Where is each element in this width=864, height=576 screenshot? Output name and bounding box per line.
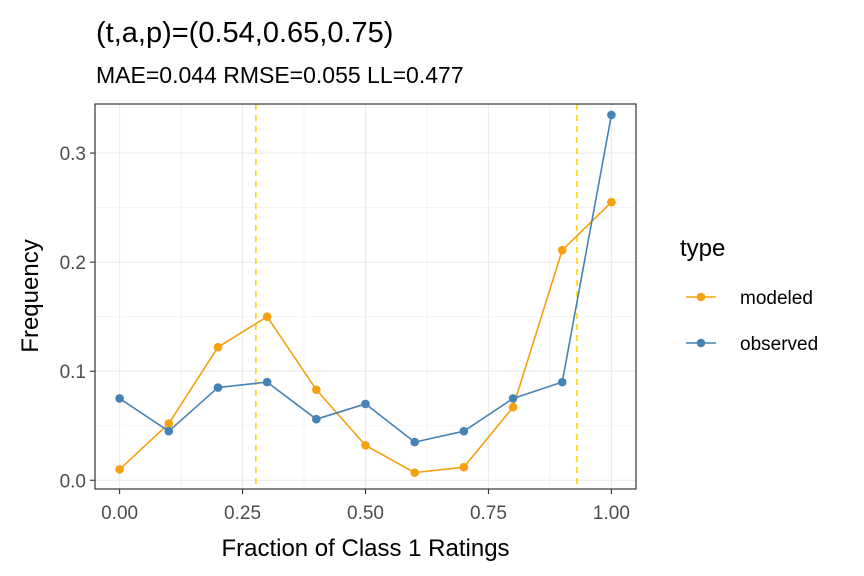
y-axis: 0.0 0.1 0.2 0.3 [60, 144, 95, 492]
data-point-modeled [557, 245, 567, 255]
x-tick-label: 0.50 [347, 503, 384, 524]
grid-major [95, 104, 636, 489]
data-point-observed [607, 110, 616, 120]
data-point-modeled [164, 419, 174, 428]
data-point-observed [213, 383, 223, 392]
series-points [115, 110, 616, 477]
legend-title: type [680, 235, 725, 262]
legend-label: modeled [740, 288, 813, 309]
chart-subtitle: MAE=0.044 RMSE=0.055 LL=0.477 [96, 62, 464, 88]
data-point-observed [557, 377, 567, 387]
y-axis-title: Frequency [17, 239, 44, 352]
data-point-observed [115, 394, 124, 403]
data-point-observed [459, 426, 469, 436]
data-point-modeled [607, 197, 616, 207]
data-point-modeled [115, 465, 124, 474]
y-tick-label: 0.0 [60, 471, 86, 492]
y-tick-label: 0.1 [60, 362, 86, 383]
data-point-modeled [312, 385, 321, 395]
chart-title: (t,a,p)=(0.54,0.65,0.75) [96, 17, 393, 49]
data-point-modeled [508, 402, 518, 412]
data-point-observed [262, 377, 272, 387]
data-point-observed [361, 399, 370, 409]
legend-item-observed: observed [686, 334, 818, 355]
data-point-modeled [459, 462, 469, 472]
reference-lines [255, 104, 578, 489]
legend-label: observed [740, 334, 818, 355]
y-tick-label: 0.2 [60, 253, 86, 274]
data-point-modeled [262, 312, 272, 321]
legend-item-modeled: modeled [686, 288, 813, 309]
data-point-observed [508, 394, 518, 403]
data-point-observed [410, 437, 419, 447]
data-point-modeled [410, 468, 419, 477]
legend-items: modeled observed [686, 288, 818, 355]
legend-key-point [696, 338, 706, 348]
data-point-observed [312, 414, 321, 424]
x-tick-label: 0.25 [224, 503, 261, 524]
x-axis: 0.00 0.25 0.50 0.75 1.00 [101, 489, 630, 524]
y-tick-label: 0.3 [60, 144, 86, 165]
x-axis-title: Fraction of Class 1 Ratings [221, 535, 509, 562]
data-point-modeled [213, 342, 223, 352]
data-point-modeled [361, 441, 370, 450]
data-point-observed [164, 426, 174, 436]
x-tick-label: 0.00 [101, 503, 138, 524]
legend: type modeled observed [680, 235, 818, 355]
x-tick-label: 1.00 [593, 503, 630, 524]
x-tick-label: 0.75 [470, 503, 507, 524]
legend-key-point [696, 292, 706, 302]
